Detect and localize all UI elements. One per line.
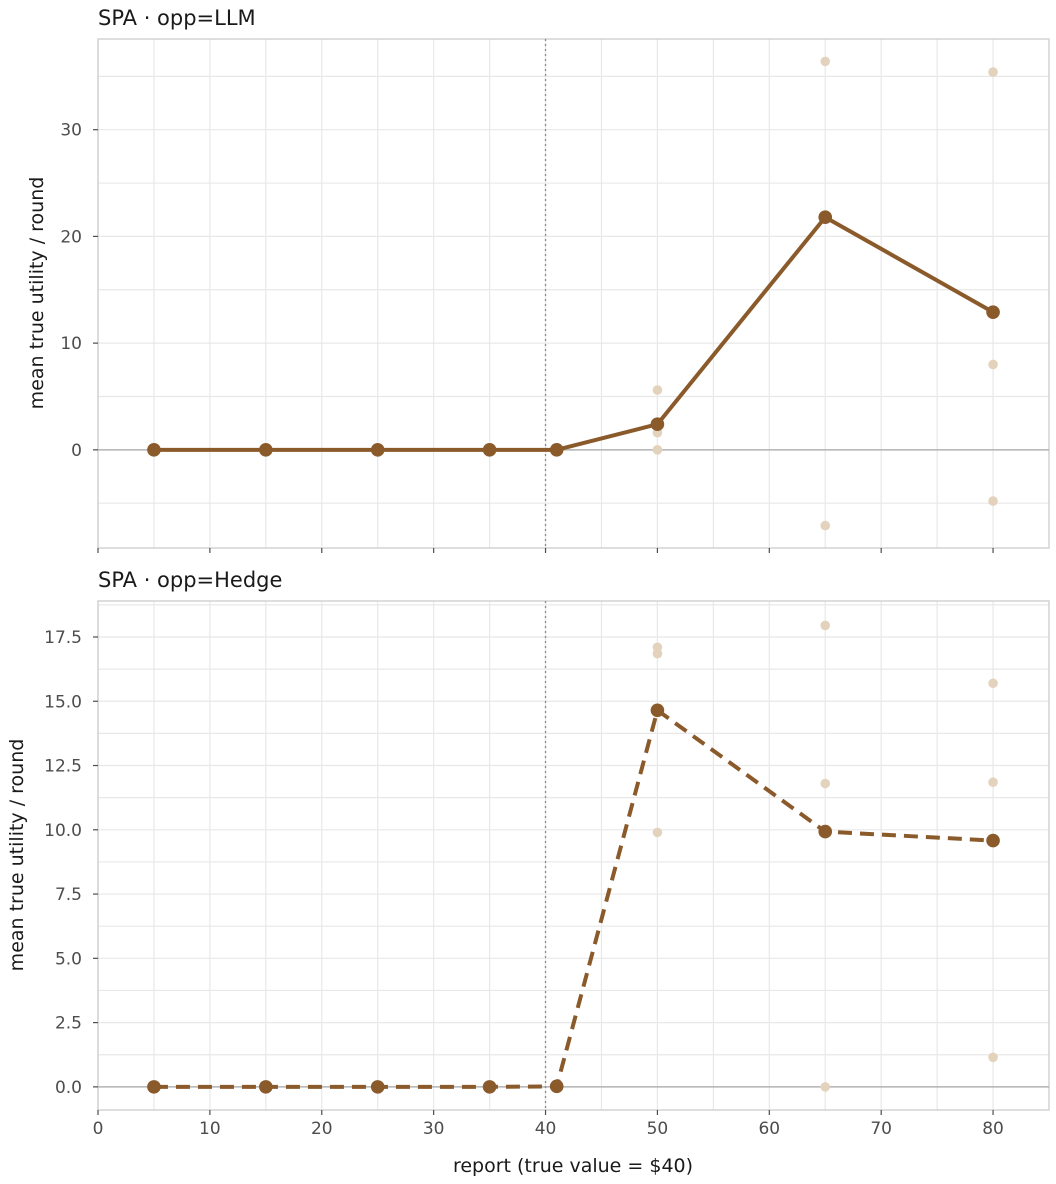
run-point	[820, 620, 831, 631]
run-point	[988, 777, 998, 788]
mean-point	[482, 1080, 497, 1094]
plot-frame	[97, 600, 1050, 1111]
x-tick-label: 50	[647, 1119, 669, 1139]
mean-point	[482, 443, 497, 457]
y-axis-label: mean true utility / round	[26, 177, 48, 410]
run-point	[652, 648, 663, 659]
mean-point	[259, 1080, 273, 1094]
mean-point	[650, 417, 665, 432]
x-tick-label: 40	[535, 1119, 557, 1139]
mean-point	[986, 305, 1000, 319]
mean-point	[650, 703, 665, 718]
y-tick-label: 2.5	[55, 1014, 82, 1034]
x-tick-label: 30	[423, 1119, 445, 1139]
panel-title: SPA · opp=LLM	[98, 6, 256, 30]
run-point	[820, 778, 831, 789]
x-tick-label: 80	[982, 1119, 1004, 1139]
x-tick-label: 20	[311, 1119, 333, 1139]
x-tick-label: 0	[93, 1119, 104, 1139]
y-tick-label: 20	[60, 227, 82, 247]
run-point	[988, 678, 998, 689]
mean-point	[818, 824, 833, 839]
mean-point	[549, 443, 564, 457]
mean-point	[147, 1080, 161, 1094]
y-tick-label: 10.0	[44, 821, 82, 841]
y-tick-label: 7.5	[55, 885, 82, 905]
y-tick-label: 0.0	[55, 1078, 82, 1098]
x-axis-label: report (true value = $40)	[453, 1155, 693, 1177]
mean-point	[370, 443, 385, 457]
mean-point	[259, 443, 273, 457]
mean-point	[370, 1080, 385, 1094]
y-tick-label: 0	[71, 441, 82, 461]
y-tick-label: 10	[60, 334, 82, 354]
y-tick-label: 30	[60, 121, 82, 141]
run-point	[820, 56, 831, 67]
panel-llm: SPA · opp=LLM 0 10 20 30 mean true utility …	[26, 6, 1050, 553]
x-tick-label: 70	[870, 1119, 892, 1139]
y-tick-label: 17.5	[44, 628, 82, 648]
panel-title: SPA · opp=Hedge	[98, 568, 282, 592]
panel-hedge: SPA · opp=Hedge 0 10 20 30 40 50 60 70 80 0.0 2.5 5…	[6, 568, 1050, 1177]
series-line	[153, 215, 995, 452]
x-tick-label: 60	[758, 1119, 780, 1139]
run-point	[988, 67, 998, 77]
run-point	[820, 1082, 831, 1092]
plot-frame	[97, 38, 1050, 549]
y-tick-label: 5.0	[55, 949, 82, 969]
run-point	[652, 827, 663, 838]
mean-point	[147, 443, 161, 457]
run-point	[988, 359, 998, 370]
run-point	[988, 496, 998, 506]
x-tick-label: 10	[199, 1119, 221, 1139]
run-point	[652, 385, 663, 395]
y-tick-label: 15.0	[44, 692, 82, 712]
run-point	[988, 1052, 998, 1063]
y-tick-label: 12.5	[44, 757, 82, 777]
run-point	[652, 445, 663, 455]
y-axis-label: mean true utility / round	[6, 739, 28, 972]
series-line	[153, 708, 994, 1089]
mean-point	[549, 1079, 564, 1094]
mean-point	[986, 833, 1000, 848]
run-point	[820, 520, 831, 531]
mean-point	[818, 210, 833, 225]
